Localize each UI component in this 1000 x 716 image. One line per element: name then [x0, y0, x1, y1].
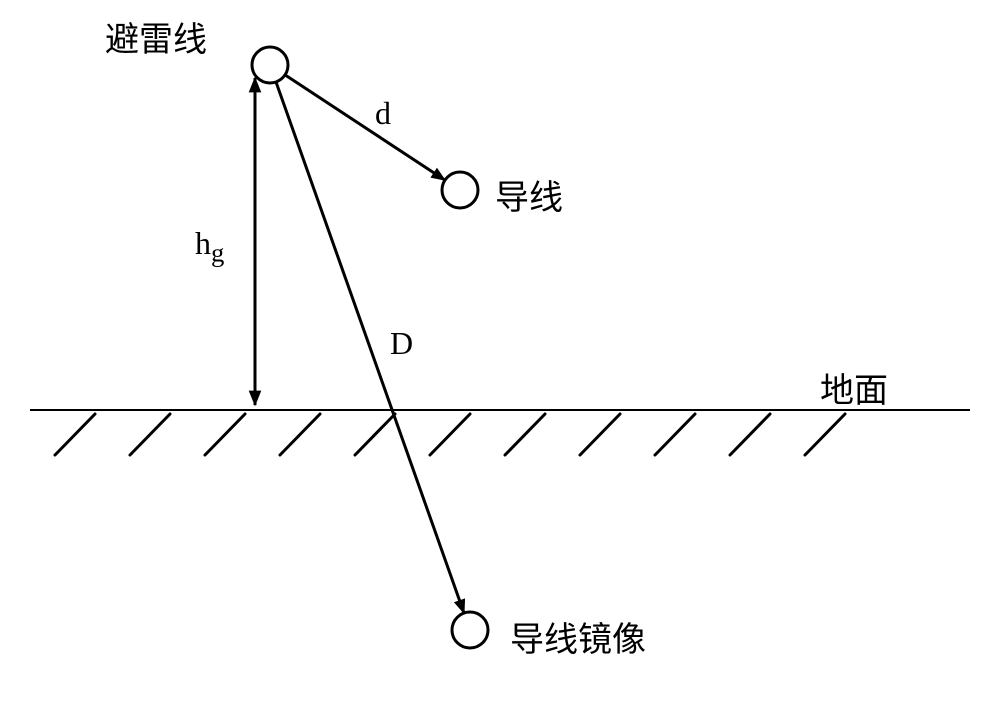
label-conductor: 导线 [495, 170, 563, 219]
label-ground: 地面 [820, 363, 888, 412]
diagram-svg [0, 0, 1000, 716]
label-d: d [375, 95, 391, 132]
label-D: D [390, 325, 413, 362]
label-hg: hg [195, 225, 224, 268]
diagram-stage: 避雷线 导线 导线镜像 地面 d D hg [0, 0, 1000, 716]
label-groundwire: 避雷线 [105, 12, 207, 61]
label-mirror: 导线镜像 [510, 612, 646, 661]
